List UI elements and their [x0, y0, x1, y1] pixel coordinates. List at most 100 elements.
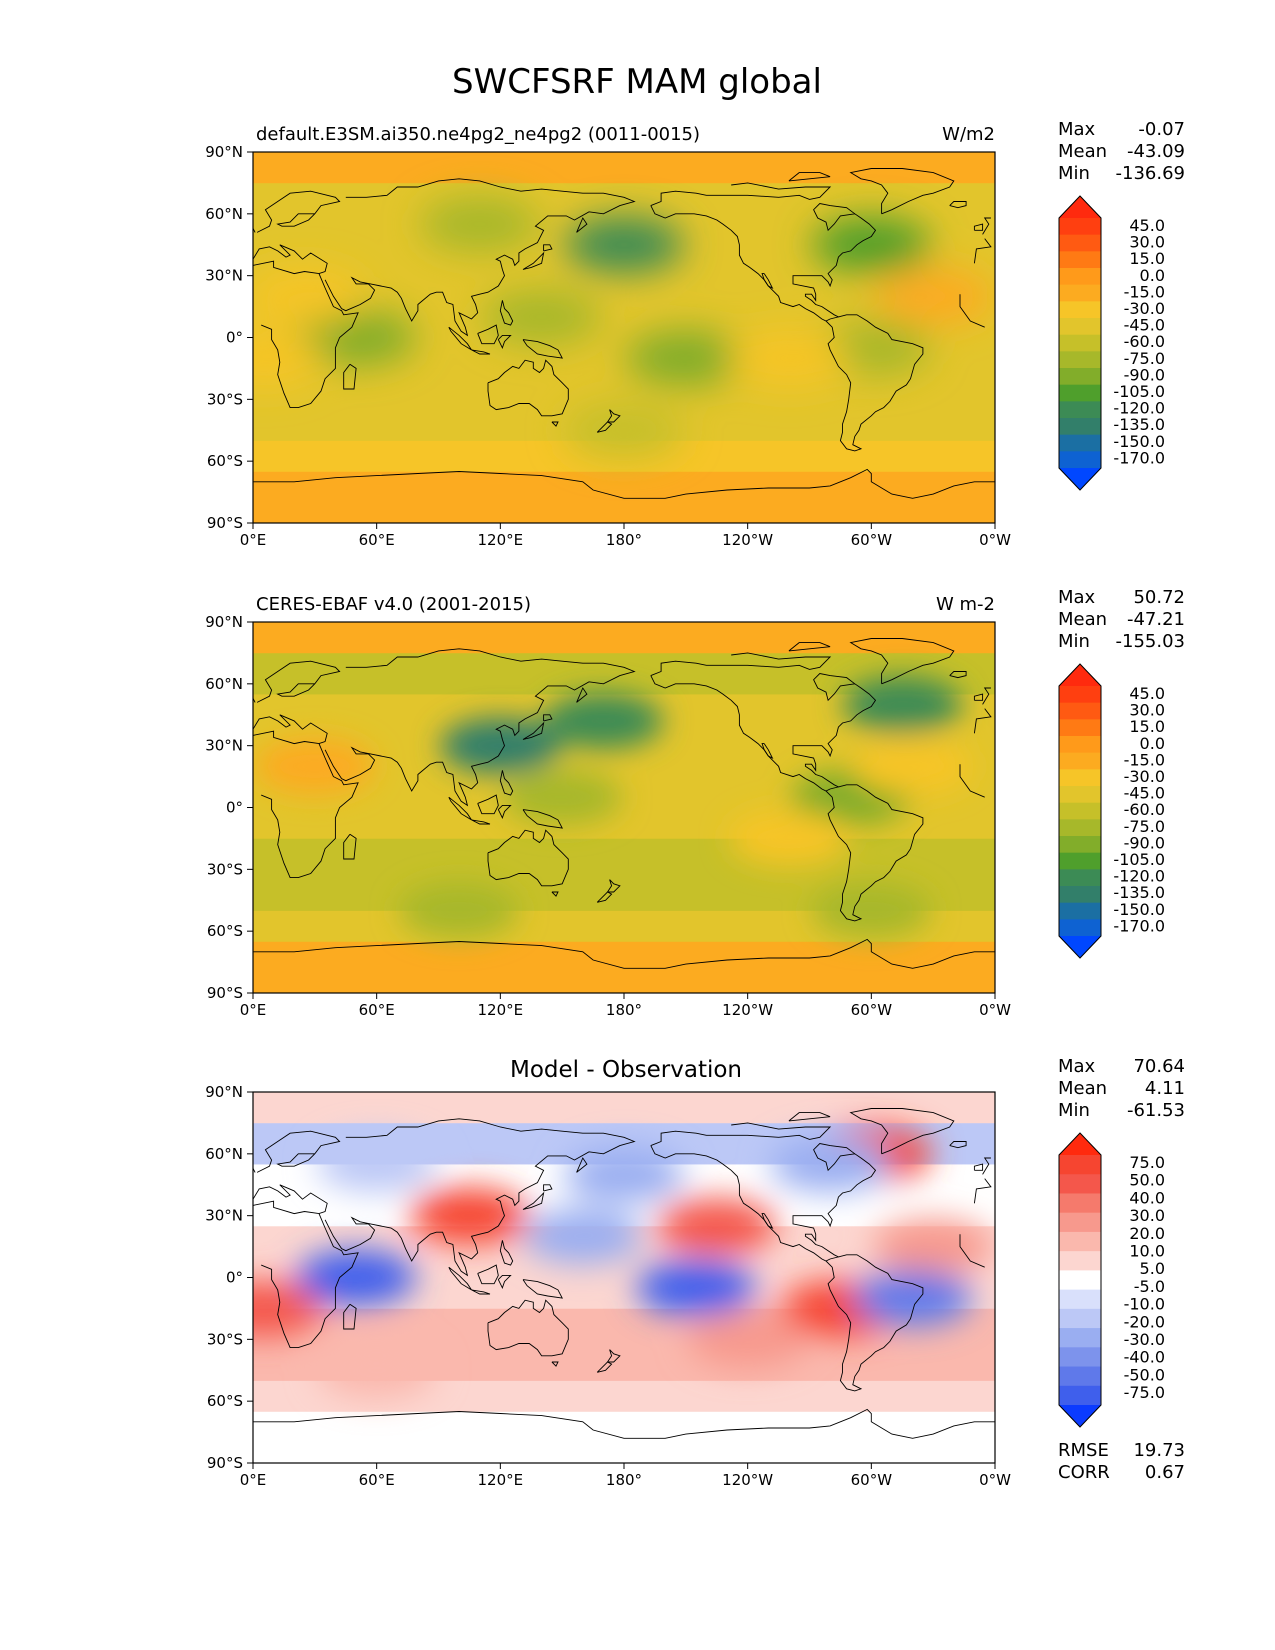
- lat-tick-label: 90°N: [205, 1083, 243, 1101]
- colorbar-tick-label: -105.0: [1113, 850, 1165, 869]
- colorbar-tick-label: -135.0: [1113, 883, 1165, 902]
- coastline: [825, 784, 924, 922]
- coastline: [576, 217, 588, 233]
- coastline: [543, 244, 553, 252]
- colorbar-tick-label: -90.0: [1124, 833, 1165, 852]
- colorbar-tick-label: -30.0: [1124, 1330, 1165, 1349]
- colorbar-segment: [1059, 902, 1101, 920]
- colorbar-segment: [1059, 786, 1101, 804]
- colorbar-segment: [1059, 1347, 1101, 1368]
- colorbar-outline: [1058, 195, 1102, 491]
- lat-tick-label: 90°N: [205, 143, 243, 161]
- colorbar-extend-min: [1059, 1405, 1101, 1427]
- coastline: [849, 168, 955, 215]
- colorbar-tick-label: -120.0: [1113, 399, 1165, 418]
- colorbar-segment: [1059, 686, 1101, 704]
- colorbar-segment: [1059, 719, 1101, 737]
- lon-tick-label: 0°E: [240, 1001, 267, 1019]
- colorbar-tick-label: -170.0: [1113, 916, 1165, 935]
- colorbar-segment: [1059, 836, 1101, 854]
- coastline: [471, 819, 491, 825]
- map-field: [253, 622, 995, 993]
- field-region: [873, 1218, 994, 1275]
- lat-tick-label: 60°S: [207, 1392, 243, 1410]
- coastline: [973, 1163, 984, 1171]
- lon-tick-label: 120°W: [722, 1001, 773, 1019]
- coastline: [825, 314, 924, 452]
- coastline: [596, 421, 613, 433]
- coastline: [253, 244, 328, 275]
- lon-tick-label: 120°W: [722, 531, 773, 549]
- colorbar-tick-label: -30.0: [1124, 299, 1165, 318]
- panel-units: W/m2: [942, 124, 995, 145]
- coastline: [253, 938, 995, 969]
- colorbar-segment: [1059, 1270, 1101, 1291]
- coastline: [343, 363, 357, 390]
- coastline: [487, 829, 569, 887]
- field-region: [852, 738, 973, 795]
- lon-tick-label: 60°W: [851, 1001, 893, 1019]
- coastline: [253, 1408, 995, 1439]
- colorbar-tick-label: -75.0: [1124, 349, 1165, 368]
- lon-tick-label: 60°E: [359, 1001, 395, 1019]
- stat-mean-label: Mean: [1058, 141, 1107, 162]
- colorbar-segment: [1059, 284, 1101, 302]
- coastline: [522, 721, 545, 740]
- coastline: [522, 339, 563, 359]
- coastline: [551, 1361, 559, 1367]
- coastline: [477, 794, 499, 815]
- colorbar-extend-max: [1059, 196, 1101, 218]
- colorbar-tick-label: -15.0: [1124, 282, 1165, 301]
- colorbar-outline: [1058, 1132, 1102, 1428]
- field-region: [873, 268, 994, 325]
- colorbar-tick-label: 30.0: [1129, 1206, 1165, 1225]
- colorbar-tick-label: 15.0: [1129, 249, 1165, 268]
- coastline: [256, 190, 341, 233]
- colorbar-tick-label: -170.0: [1113, 448, 1165, 467]
- field-region: [409, 1187, 530, 1244]
- map-field: [253, 1092, 995, 1463]
- lon-axis: 0°E 60°E 120°E 180° 120°W 60°W 0°W: [240, 1463, 1011, 1489]
- coastline: [788, 642, 831, 652]
- field-region: [316, 1342, 437, 1399]
- colorbar-segment: [1059, 1251, 1101, 1271]
- colorbar-tick-label: -150.0: [1113, 900, 1165, 919]
- colorbar-segment: [1059, 451, 1101, 469]
- field-region: [296, 1249, 417, 1306]
- coastline: [551, 421, 559, 427]
- stat-max-value: 50.72: [1133, 587, 1185, 608]
- colorbar-segment: [1059, 752, 1101, 770]
- colorbar: 75.050.040.030.020.010.05.0-5.0-10.0-20.…: [1058, 1132, 1165, 1428]
- colorbar-segment: [1059, 852, 1101, 870]
- coastline: [497, 804, 512, 819]
- coastline: [761, 1213, 774, 1229]
- colorbar-segment: [1059, 736, 1101, 754]
- lon-tick-label: 120°W: [722, 1471, 773, 1489]
- lon-tick-label: 0°W: [979, 1471, 1011, 1489]
- lat-tick-label: 60°S: [207, 452, 243, 470]
- colorbar-tick-label: 0.0: [1140, 734, 1165, 753]
- stat-mean-value: -47.21: [1127, 609, 1185, 630]
- field-region: [253, 268, 365, 325]
- coastline: [471, 1289, 491, 1295]
- field-region: [636, 1259, 757, 1316]
- colorbar-segment: [1059, 1308, 1101, 1329]
- coastline: [949, 1141, 967, 1149]
- stat-mean-value: 4.11: [1145, 1078, 1185, 1099]
- colorbar-segment: [1059, 301, 1101, 319]
- stat-min-value: -61.53: [1127, 1100, 1185, 1121]
- stats: Max 50.72 Mean -47.21 Min -155.03: [1058, 587, 1185, 652]
- coastline: [497, 1274, 512, 1289]
- stats: Max -0.07 Mean -43.09 Min -136.69: [1058, 119, 1185, 184]
- stat-max-value: -0.07: [1138, 119, 1185, 140]
- coastline: [650, 1143, 877, 1262]
- lat-tick-label: 90°S: [207, 984, 243, 1002]
- colorbar-segment: [1059, 1193, 1101, 1214]
- field-region: [564, 402, 684, 459]
- field-region: [656, 1197, 777, 1254]
- colorbar-segment: [1059, 819, 1101, 837]
- coastline: [761, 743, 774, 759]
- field-region: [728, 810, 849, 867]
- field-region: [811, 882, 932, 939]
